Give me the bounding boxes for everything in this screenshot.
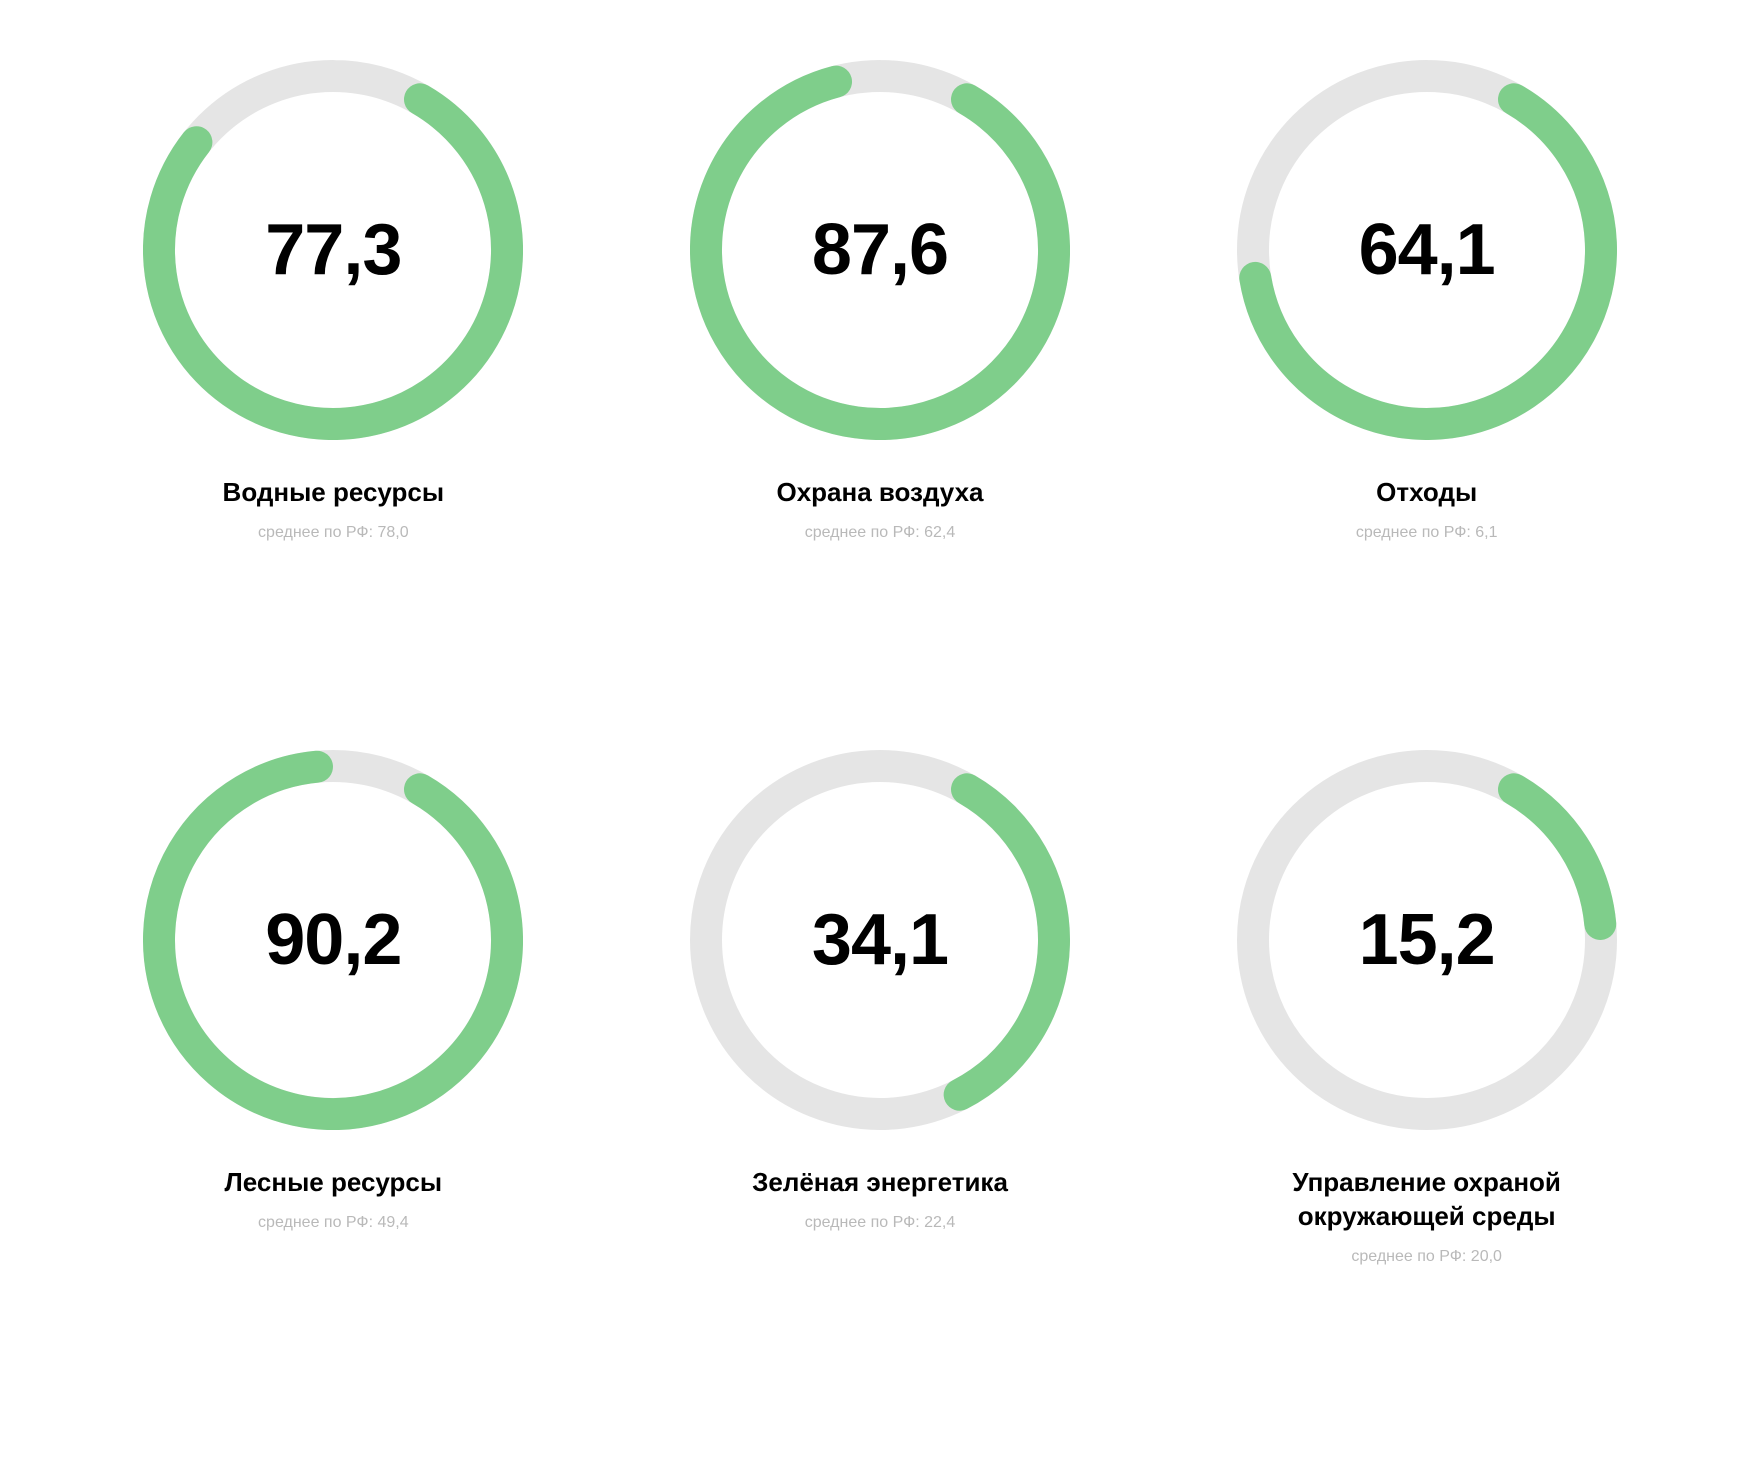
gauge-title: Зелёная энергетика <box>752 1166 1008 1200</box>
gauge-subtitle: среднее по РФ: 22,4 <box>805 1214 956 1232</box>
gauge-subtitle: среднее по РФ: 49,4 <box>258 1214 409 1232</box>
gauge-waste: 64,1 <box>1237 60 1617 440</box>
gauge-subtitle: среднее по РФ: 6,1 <box>1356 524 1498 542</box>
gauge-card-water: 77,3 Водные ресурсы среднее по РФ: 78,0 <box>80 60 587 710</box>
gauge-value: 15,2 <box>1237 750 1617 1130</box>
gauge-value: 87,6 <box>690 60 1070 440</box>
gauge-card-air: 87,6 Охрана воздуха среднее по РФ: 62,4 <box>627 60 1134 710</box>
gauge-title: Управление охраной окружающей среды <box>1217 1166 1637 1234</box>
gauge-title: Охрана воздуха <box>776 476 983 510</box>
gauge-value: 64,1 <box>1237 60 1617 440</box>
gauge-card-forest: 90,2 Лесные ресурсы среднее по РФ: 49,4 <box>80 750 587 1400</box>
gauge-forest: 90,2 <box>143 750 523 1130</box>
gauge-green: 34,1 <box>690 750 1070 1130</box>
gauge-value: 77,3 <box>143 60 523 440</box>
gauge-subtitle: среднее по РФ: 62,4 <box>805 524 956 542</box>
gauge-title: Лесные ресурсы <box>225 1166 443 1200</box>
gauge-card-management: 15,2 Управление охраной окружающей среды… <box>1173 750 1680 1400</box>
gauge-value: 34,1 <box>690 750 1070 1130</box>
gauge-subtitle: среднее по РФ: 20,0 <box>1351 1248 1502 1266</box>
gauge-card-waste: 64,1 Отходы среднее по РФ: 6,1 <box>1173 60 1680 710</box>
gauge-management: 15,2 <box>1237 750 1617 1130</box>
gauge-card-green: 34,1 Зелёная энергетика среднее по РФ: 2… <box>627 750 1134 1400</box>
gauge-grid: 77,3 Водные ресурсы среднее по РФ: 78,0 … <box>80 60 1680 1400</box>
gauge-subtitle: среднее по РФ: 78,0 <box>258 524 409 542</box>
gauge-title: Отходы <box>1376 476 1477 510</box>
gauge-value: 90,2 <box>143 750 523 1130</box>
gauge-title: Водные ресурсы <box>223 476 445 510</box>
gauge-air: 87,6 <box>690 60 1070 440</box>
gauge-water: 77,3 <box>143 60 523 440</box>
